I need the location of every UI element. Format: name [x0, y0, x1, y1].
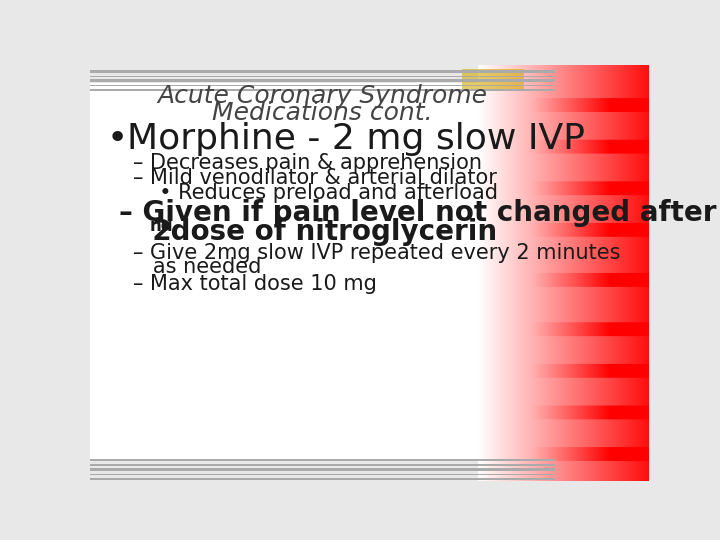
- Text: as needed: as needed: [132, 256, 261, 276]
- Bar: [90, 76, 555, 77]
- Text: dose of nitroglycerin: dose of nitroglycerin: [161, 218, 497, 246]
- Bar: [90, 464, 555, 466]
- Text: – Given if pain level not changed after the: – Given if pain level not changed after …: [120, 199, 720, 227]
- Bar: [90, 468, 555, 470]
- Bar: [90, 477, 555, 480]
- Text: – Max total dose 10 mg: – Max total dose 10 mg: [132, 274, 377, 294]
- Text: – Mild venodilator & arterial dilator: – Mild venodilator & arterial dilator: [132, 168, 497, 188]
- Bar: [90, 459, 555, 461]
- Bar: [90, 70, 555, 72]
- Text: Morphine - 2 mg slow IVP: Morphine - 2 mg slow IVP: [127, 123, 585, 157]
- Text: •: •: [107, 123, 128, 157]
- Bar: [90, 85, 555, 86]
- Text: nd: nd: [150, 217, 174, 235]
- Bar: [90, 83, 539, 461]
- Bar: [462, 70, 524, 91]
- Text: – Give 2mg slow IVP repeated every 2 minutes: – Give 2mg slow IVP repeated every 2 min…: [132, 242, 620, 262]
- Text: 2: 2: [132, 218, 171, 246]
- Bar: [90, 89, 555, 91]
- Text: • Reduces preload and afterload: • Reduces preload and afterload: [145, 183, 498, 202]
- Text: Acute Coronary Syndrome: Acute Coronary Syndrome: [158, 84, 487, 107]
- Text: – Decreases pain & apprehension: – Decreases pain & apprehension: [132, 153, 482, 173]
- Bar: [90, 79, 555, 82]
- Bar: [90, 474, 555, 475]
- Text: Medications cont.: Medications cont.: [212, 100, 433, 125]
